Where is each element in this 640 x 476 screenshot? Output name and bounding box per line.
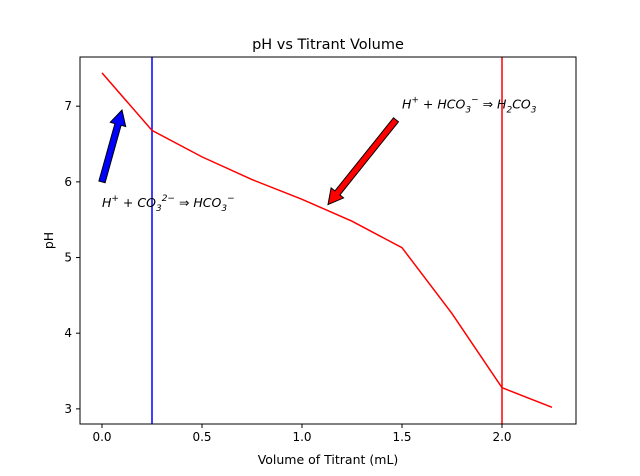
annotation-arrow [327,117,400,206]
vertical-lines [151,57,503,424]
annotation-arrow [98,108,127,184]
series-line [101,72,553,409]
y-axis-ticks: 3 4 5 6 7 [64,99,80,416]
chart-title: pH vs Titrant Volume [252,37,404,53]
annotation-bicarbonate: H+ + HCO3− ⇒ H2CO3 [402,96,537,116]
x-axis-ticks: 0.0 0.5 1.0 1.5 2.0 [92,424,512,444]
x-tick-label: 0.5 [192,430,211,444]
y-tick-label: 3 [64,402,72,416]
y-tick-label: 7 [64,99,72,113]
y-tick-label: 5 [64,251,72,265]
x-tick-label: 0.0 [92,430,111,444]
y-tick-label: 6 [64,175,72,189]
y-axis-label: pH [41,232,56,249]
annotation-arrows [98,108,400,206]
x-tick-label: 1.5 [392,430,411,444]
y-tick-label: 4 [64,326,72,340]
x-tick-label: 1.0 [292,430,311,444]
plot-frame [79,56,577,425]
x-axis-label: Volume of Titrant (mL) [258,452,399,467]
x-tick-label: 2.0 [492,430,511,444]
series-group [101,72,553,409]
annotation-carbonate: H+ + CO32− ⇒ HCO3− [102,194,235,214]
